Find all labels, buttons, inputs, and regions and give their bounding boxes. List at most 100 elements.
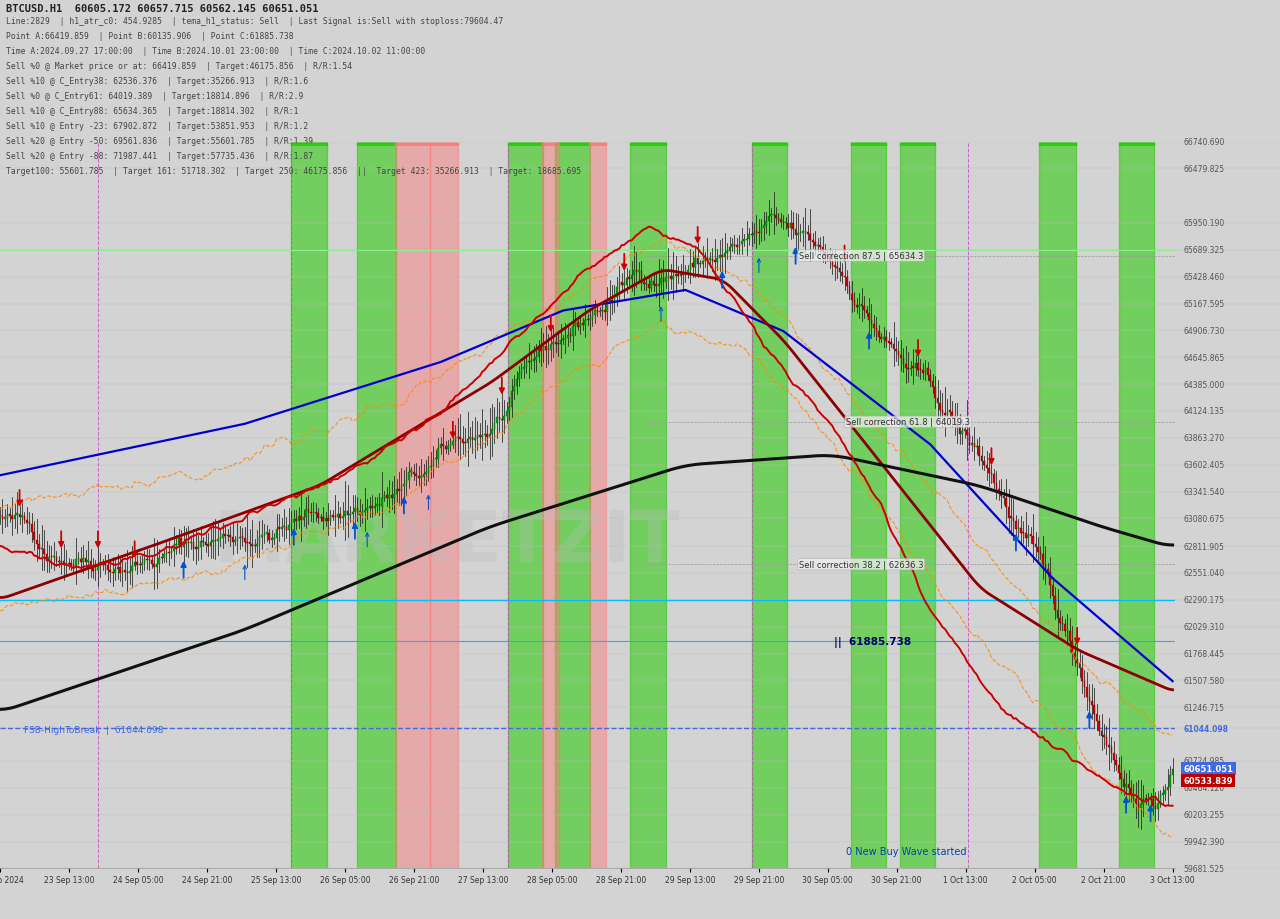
Bar bbox=[242, 537, 243, 539]
Bar bbox=[1111, 747, 1112, 754]
Text: 61044.098: 61044.098 bbox=[1184, 724, 1229, 732]
Bar bbox=[1055, 596, 1056, 611]
Bar bbox=[200, 541, 201, 548]
Bar bbox=[393, 494, 396, 498]
Bar bbox=[1135, 799, 1137, 803]
Bar bbox=[303, 517, 305, 520]
Bar bbox=[677, 275, 678, 277]
Bar bbox=[863, 306, 865, 311]
Bar bbox=[851, 295, 852, 301]
Bar bbox=[36, 540, 37, 544]
Bar bbox=[878, 332, 879, 338]
Bar bbox=[95, 570, 96, 572]
Bar bbox=[305, 509, 307, 517]
Bar bbox=[541, 142, 559, 868]
Bar bbox=[753, 233, 755, 236]
Bar bbox=[1117, 765, 1120, 773]
Bar bbox=[55, 557, 58, 562]
Bar bbox=[951, 413, 954, 418]
Bar bbox=[124, 571, 125, 572]
Bar bbox=[1157, 803, 1158, 810]
Bar bbox=[900, 142, 936, 868]
Bar bbox=[170, 551, 172, 554]
Bar bbox=[494, 424, 495, 430]
Bar bbox=[460, 437, 461, 439]
Bar bbox=[808, 233, 809, 235]
Bar bbox=[180, 539, 182, 548]
Bar bbox=[411, 471, 412, 472]
Bar bbox=[731, 244, 732, 247]
Bar bbox=[940, 404, 941, 410]
Text: 65689.325: 65689.325 bbox=[1184, 246, 1225, 255]
Bar bbox=[381, 498, 383, 506]
Bar bbox=[666, 278, 667, 283]
Bar bbox=[803, 232, 804, 233]
Bar bbox=[17, 514, 18, 516]
Bar bbox=[918, 364, 919, 370]
Bar bbox=[602, 311, 603, 312]
Bar bbox=[712, 260, 713, 261]
Bar bbox=[369, 506, 370, 509]
Bar bbox=[988, 469, 989, 473]
Bar bbox=[38, 544, 40, 550]
Text: 66740.690: 66740.690 bbox=[1184, 138, 1225, 147]
Bar bbox=[1004, 496, 1005, 499]
Bar bbox=[929, 375, 931, 382]
Bar bbox=[234, 540, 236, 542]
Bar bbox=[996, 483, 997, 489]
Text: 60651.051: 60651.051 bbox=[1184, 765, 1234, 773]
Bar bbox=[640, 272, 643, 282]
Text: 62551.040: 62551.040 bbox=[1184, 569, 1225, 578]
Bar bbox=[567, 336, 568, 338]
Bar bbox=[1170, 775, 1171, 788]
Bar bbox=[628, 278, 630, 279]
Bar bbox=[765, 222, 767, 226]
Bar bbox=[780, 220, 782, 222]
Bar bbox=[100, 565, 101, 567]
Bar bbox=[288, 526, 289, 530]
Bar bbox=[168, 552, 170, 554]
Text: 61246.715: 61246.715 bbox=[1184, 703, 1225, 712]
Bar bbox=[296, 519, 297, 522]
Bar bbox=[744, 240, 745, 242]
Bar bbox=[328, 518, 329, 521]
Bar bbox=[1076, 659, 1078, 663]
Bar bbox=[972, 444, 973, 446]
Bar bbox=[291, 523, 292, 526]
Bar bbox=[861, 305, 863, 306]
Bar bbox=[1037, 548, 1039, 552]
Bar bbox=[604, 311, 605, 312]
Bar bbox=[591, 316, 593, 320]
Bar bbox=[280, 528, 283, 529]
Bar bbox=[809, 235, 812, 241]
Bar bbox=[964, 430, 965, 431]
Bar bbox=[462, 439, 463, 444]
Bar bbox=[722, 256, 723, 257]
Text: 60203.255: 60203.255 bbox=[1184, 811, 1225, 820]
Bar bbox=[119, 567, 120, 573]
Bar bbox=[932, 382, 933, 388]
Bar bbox=[1010, 516, 1011, 518]
Bar bbox=[127, 572, 128, 573]
Bar bbox=[709, 259, 710, 261]
Text: 64906.730: 64906.730 bbox=[1184, 326, 1225, 335]
Bar bbox=[699, 264, 701, 265]
Bar bbox=[443, 445, 444, 447]
Bar bbox=[570, 335, 571, 336]
Bar bbox=[52, 556, 55, 558]
Bar bbox=[672, 277, 675, 279]
Text: 62811.905: 62811.905 bbox=[1184, 542, 1224, 551]
Bar bbox=[360, 512, 361, 516]
Bar bbox=[159, 559, 160, 564]
Bar bbox=[634, 271, 635, 276]
Bar bbox=[310, 512, 312, 514]
Bar bbox=[1087, 687, 1088, 698]
Bar bbox=[1050, 573, 1051, 585]
Bar bbox=[886, 337, 887, 341]
Bar bbox=[387, 495, 388, 499]
Bar bbox=[1106, 737, 1107, 745]
Bar bbox=[844, 277, 845, 278]
Bar bbox=[1108, 745, 1110, 747]
Bar bbox=[197, 548, 200, 550]
Bar bbox=[114, 569, 116, 573]
